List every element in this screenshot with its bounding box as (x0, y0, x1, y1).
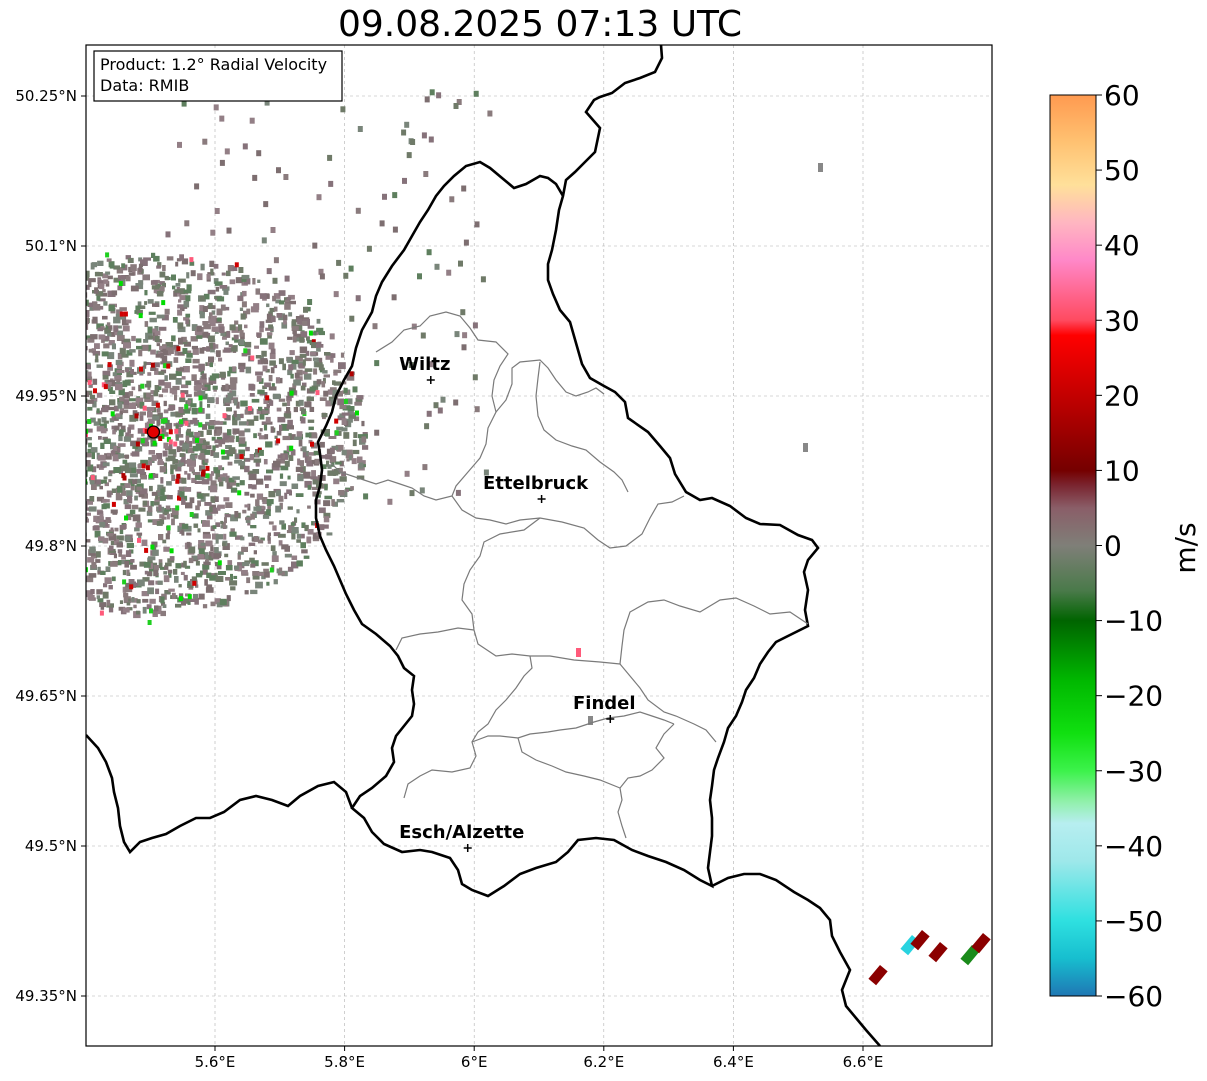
city-marker (426, 376, 435, 384)
city-labels: Wiltz Ettelbruck Findel Esch/Alzette (399, 354, 636, 852)
colorbar-tick-label: 30 (1104, 304, 1140, 337)
y-tick-label: 50.1°N (25, 237, 77, 255)
colorbar-tick-label: −40 (1104, 830, 1163, 863)
colorbar-tick-label: −20 (1104, 680, 1163, 713)
germany-france-border (711, 872, 881, 1046)
x-tick-label: 6.6°E (843, 1053, 884, 1071)
colorbar-tick-label: 50 (1104, 154, 1140, 187)
city-label: Wiltz (399, 354, 450, 375)
city-marker (606, 715, 615, 723)
map-frame (85, 44, 993, 1047)
x-tick-label: 6°E (461, 1053, 488, 1071)
colorbar-unit: m/s (1169, 522, 1202, 573)
info-box: Product: 1.2° Radial Velocity Data: RMIB (93, 50, 343, 102)
radar-echoes (86, 80, 991, 986)
x-tick-label: 5.8°E (324, 1053, 365, 1071)
city-label: Esch/Alzette (399, 822, 524, 843)
y-tick-label: 49.95°N (15, 387, 77, 405)
y-tick-label: 49.8°N (25, 537, 77, 555)
colorbar-tick-label: −60 (1104, 980, 1163, 1013)
belgium-france-border (86, 734, 354, 855)
city-label: Ettelbruck (483, 473, 589, 494)
x-tick-label: 6.2°E (583, 1053, 624, 1071)
radar-site-marker (146, 425, 161, 439)
map-grid (86, 45, 992, 1046)
map-title: 09.08.2025 07:13 UTC (337, 4, 743, 45)
colorbar-tick-label: 10 (1104, 454, 1140, 487)
x-tick-label: 6.4°E (713, 1053, 754, 1071)
district-boundaries (329, 311, 809, 839)
city-marker (537, 495, 546, 503)
y-tick-label: 49.5°N (25, 837, 77, 855)
y-tick-label: 49.35°N (15, 987, 77, 1005)
colorbar-tick-label: −10 (1104, 605, 1163, 638)
luxembourg-border (314, 45, 820, 898)
colorbar-tick-label: 40 (1104, 229, 1140, 262)
colorbar-tick-label: 60 (1104, 79, 1140, 112)
colorbar-gradient (1049, 94, 1097, 997)
info-data-source: Data: RMIB (100, 76, 189, 95)
axis-ticks: 5.6°E 5.8°E 6°E 6.2°E 6.4°E 6.6°E 50.25°N 50.1°… (15, 87, 883, 1071)
y-tick-label: 50.25°N (15, 87, 77, 105)
colorbar-tick-label: 20 (1104, 379, 1140, 412)
country-borders (86, 45, 881, 1046)
colorbar-tick-label: −50 (1104, 905, 1163, 938)
info-product: Product: 1.2° Radial Velocity (100, 55, 327, 74)
colorbar-tick-label: −30 (1104, 755, 1163, 788)
colorbar-tick-label: 0 (1104, 530, 1122, 563)
colorbar: 60 50 40 30 20 10 0 −10 −20 −30 −40 −50 −60 m/s (1049, 79, 1202, 1013)
city-label: Findel (573, 693, 636, 714)
x-tick-label: 5.6°E (195, 1053, 236, 1071)
y-tick-label: 49.65°N (15, 687, 77, 705)
city-marker (463, 844, 472, 852)
